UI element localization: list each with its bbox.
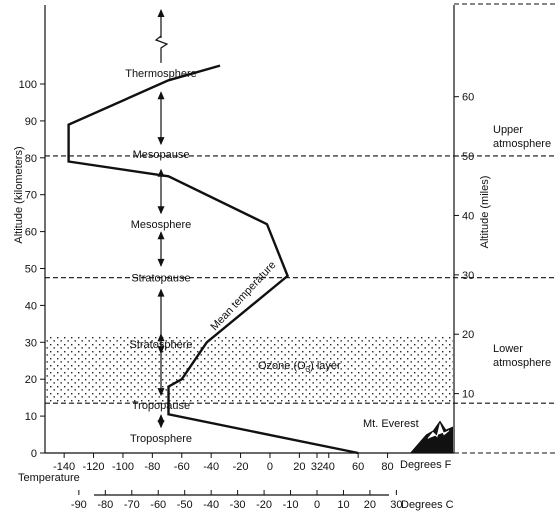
mesosphere-lower-arrow-head-down: [157, 258, 165, 267]
y-right-tick-label: 10: [462, 389, 474, 401]
x-c-tick-label: -10: [283, 499, 299, 511]
x-f-tick-label: -60: [174, 461, 190, 473]
thermosphere-lower-arrow-head-up: [157, 91, 165, 100]
upper-atmosphere-label: Upper atmosphere: [493, 124, 551, 150]
x-c-tick-label: -70: [124, 499, 140, 511]
temperature-label: Temperature: [18, 472, 80, 484]
x-f-tick-label: 40: [323, 461, 335, 473]
y-left-tick-label: 0: [31, 448, 37, 460]
y-left-tick-label: 80: [25, 153, 37, 165]
x-f-tick-label: -100: [112, 461, 134, 473]
x-f-tick-label: -20: [233, 461, 249, 473]
degrees-f-label: Degrees F: [400, 459, 452, 471]
y-left-tick-label: 20: [25, 374, 37, 386]
y-left-tick-label: 50: [25, 264, 37, 276]
layer-label-tropopause: Tropopause: [132, 400, 190, 412]
x-f-tick-label: -120: [83, 461, 105, 473]
thermosphere-upper-arrow-head: [157, 9, 165, 17]
stratosphere-lower-arrow-head-up: [157, 333, 165, 342]
x-f-tick-label: 32: [311, 461, 323, 473]
layer-label-mesopause: Mesopause: [133, 149, 190, 161]
y-left-tick-label: 100: [19, 79, 37, 91]
troposphere-arrow-head-up: [157, 414, 165, 423]
degrees-c-label: Degrees C: [401, 499, 454, 511]
x-c-tick-label: 10: [337, 499, 349, 511]
layer-label-mesosphere: Mesosphere: [131, 219, 192, 231]
y-right-tick-label: 30: [462, 270, 474, 282]
lower-atmosphere-label: Lower atmosphere: [493, 343, 551, 369]
layer-label-stratopause: Stratopause: [131, 273, 190, 285]
y-left-tick-label: 10: [25, 411, 37, 423]
x-c-tick-label: -40: [203, 499, 219, 511]
x-f-tick-label: 60: [352, 461, 364, 473]
x-c-tick-label: 0: [314, 499, 320, 511]
y-left-tick-label: 30: [25, 337, 37, 349]
y-left-axis-label: Altitude (kilometers): [13, 146, 25, 243]
y-left-tick-label: 60: [25, 227, 37, 239]
x-c-tick-label: -50: [177, 499, 193, 511]
mean-temperature-line: [67, 64, 359, 455]
x-c-tick-label: 20: [364, 499, 376, 511]
y-left-tick-label: 40: [25, 300, 37, 312]
mesosphere-lower-arrow-head-up: [157, 231, 165, 240]
stratosphere-upper-arrow-head-up: [157, 288, 165, 297]
x-c-tick-label: -90: [71, 499, 87, 511]
y-right-tick-label: 50: [462, 151, 474, 163]
ozone-layer-label: Ozone (O3) layer: [258, 360, 341, 374]
y-left-tick-label: 70: [25, 190, 37, 202]
y-right-tick-label: 60: [462, 92, 474, 104]
x-f-tick-label: 20: [293, 461, 305, 473]
x-f-tick-label: -80: [144, 461, 160, 473]
y-left-tick-label: 90: [25, 116, 37, 128]
stratosphere-lower-arrow-head-down: [157, 388, 165, 397]
layer-label-troposphere: Troposphere: [130, 433, 192, 445]
x-c-tick-label: -80: [97, 499, 113, 511]
x-f-tick-label: 0: [267, 461, 273, 473]
y-right-axis-label: Altitude (miles): [479, 176, 491, 249]
y-right-tick-label: 20: [462, 329, 474, 341]
x-c-tick-label: 30: [390, 499, 402, 511]
mt-everest-label: Mt. Everest: [363, 418, 419, 430]
thermosphere-lower-arrow-head-down: [157, 137, 165, 146]
x-f-tick-label: 80: [381, 461, 393, 473]
mesosphere-upper-arrow-head-down: [157, 206, 165, 215]
troposphere-arrow-head-down: [157, 420, 165, 429]
x-c-tick-label: -30: [230, 499, 246, 511]
thermosphere-break-symbol: [154, 35, 169, 63]
x-c-tick-label: -60: [150, 499, 166, 511]
mt-everest-snowcap: [427, 422, 450, 439]
ozone-layer-band: [46, 334, 453, 404]
layer-label-thermosphere: Thermosphere: [125, 68, 197, 80]
x-c-tick-label: -20: [256, 499, 272, 511]
y-right-tick-label: 40: [462, 210, 474, 222]
x-f-tick-label: -140: [53, 461, 75, 473]
mean-temperature-label: Mean temperature: [208, 259, 278, 333]
x-f-tick-label: -40: [203, 461, 219, 473]
